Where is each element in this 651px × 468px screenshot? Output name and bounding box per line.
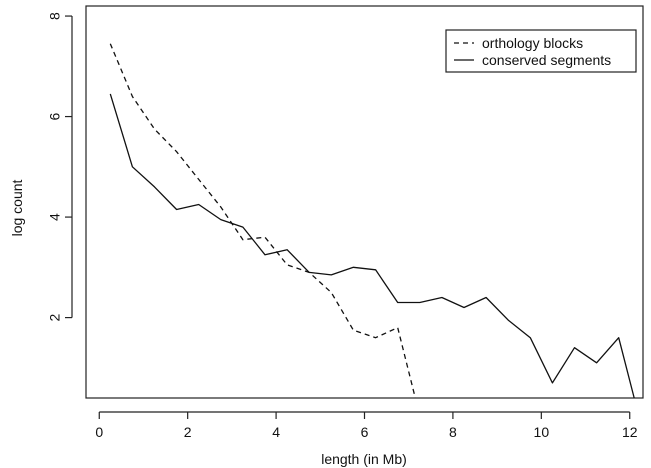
x-tick-label: 2	[184, 424, 192, 440]
y-axis-title: log count	[9, 179, 25, 236]
y-tick-label: 4	[47, 213, 63, 221]
plot-border	[85, 5, 644, 399]
x-tick-label: 4	[272, 424, 280, 440]
series-conserved-segments-line	[109, 93, 635, 399]
y-tick-label: 6	[47, 112, 63, 120]
x-tick-label: 8	[449, 424, 457, 440]
x-tick-label: 0	[95, 424, 103, 440]
legend-label: conserved segments	[482, 52, 611, 68]
legend-box	[445, 29, 637, 73]
x-axis: 0 2 4 6 8 10 12	[95, 411, 638, 440]
legend-label: orthology blocks	[482, 35, 583, 51]
series-orthology-blocks-line	[109, 43, 416, 399]
x-tick-label: 12	[622, 424, 638, 440]
y-axis: 2 4 6 8	[47, 12, 73, 321]
y-tick-label: 8	[47, 12, 63, 20]
series-layer	[109, 43, 635, 399]
x-axis-title: length (in Mb)	[321, 451, 407, 467]
plot-frame	[85, 5, 644, 399]
x-tick-label: 6	[361, 424, 369, 440]
y-tick-label: 2	[47, 313, 63, 321]
x-tick-label: 10	[534, 424, 550, 440]
